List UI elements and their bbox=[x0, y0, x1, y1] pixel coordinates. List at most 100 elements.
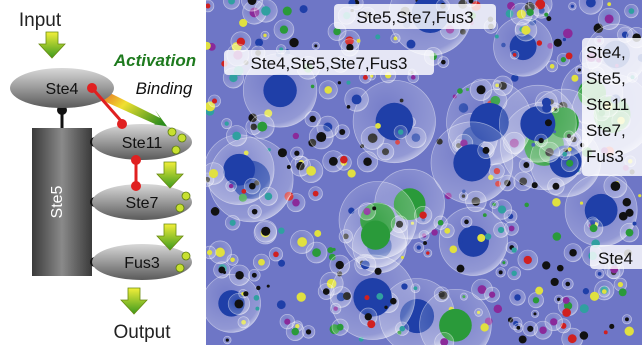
molecule bbox=[565, 282, 570, 287]
molecule bbox=[604, 330, 608, 334]
molecule bbox=[361, 220, 390, 249]
molecule bbox=[324, 86, 332, 94]
ste7-label: Ste7 bbox=[126, 195, 159, 212]
ste11-label: Ste11 bbox=[122, 135, 163, 152]
molecule bbox=[545, 119, 552, 126]
label-line: Ste4, bbox=[586, 43, 626, 62]
molecule bbox=[502, 261, 505, 264]
molecule bbox=[562, 152, 567, 157]
molecule bbox=[363, 75, 368, 80]
molecule bbox=[278, 148, 287, 157]
molecule bbox=[557, 265, 564, 272]
molecule bbox=[625, 317, 629, 321]
molecule bbox=[417, 246, 421, 250]
molecule bbox=[346, 44, 353, 51]
molecule bbox=[384, 306, 387, 309]
molecule bbox=[337, 324, 344, 331]
molecule bbox=[314, 44, 317, 47]
molecule bbox=[229, 184, 233, 188]
molecule bbox=[611, 181, 621, 191]
molecule bbox=[511, 271, 516, 276]
molecule bbox=[340, 156, 348, 164]
molecule bbox=[323, 288, 330, 295]
molecule bbox=[223, 271, 226, 274]
molecule bbox=[578, 68, 581, 71]
molecule bbox=[498, 227, 504, 233]
molecule bbox=[419, 211, 426, 218]
molecule bbox=[494, 305, 502, 313]
molecule bbox=[602, 289, 607, 294]
molecule bbox=[203, 42, 211, 50]
molecule bbox=[538, 138, 543, 143]
molecule bbox=[376, 293, 383, 300]
molecule bbox=[551, 278, 559, 286]
molecule bbox=[239, 19, 247, 27]
molecule bbox=[306, 329, 311, 334]
molecule bbox=[566, 53, 573, 60]
molecule bbox=[535, 287, 543, 295]
molecule bbox=[329, 157, 338, 166]
molecule bbox=[314, 230, 321, 237]
molecule bbox=[254, 295, 260, 301]
molecule bbox=[566, 160, 573, 167]
molecule bbox=[480, 323, 488, 331]
molecule bbox=[211, 207, 220, 216]
molecule bbox=[352, 95, 362, 105]
molecule bbox=[563, 29, 573, 39]
molecule bbox=[550, 64, 555, 69]
molecule bbox=[252, 209, 258, 215]
molecule bbox=[516, 326, 520, 330]
molecule bbox=[605, 14, 614, 23]
complex-label: Ste4,Ste5,Ste11Ste7,Fus3 bbox=[586, 43, 629, 166]
fus3-label: Fus3 bbox=[124, 255, 160, 272]
molecule bbox=[489, 292, 495, 298]
molecule bbox=[336, 261, 344, 269]
label-line: Ste5, bbox=[586, 69, 626, 88]
molecule bbox=[561, 57, 566, 62]
molecule bbox=[527, 326, 533, 332]
molecule bbox=[511, 247, 516, 252]
molecule bbox=[209, 169, 218, 178]
activation-label: Activation bbox=[113, 51, 196, 70]
molecule bbox=[401, 256, 404, 259]
molecule bbox=[498, 205, 506, 213]
molecule bbox=[258, 259, 265, 266]
molecule bbox=[226, 338, 229, 341]
molecule bbox=[509, 226, 515, 232]
molecule bbox=[364, 295, 369, 300]
molecule bbox=[346, 81, 350, 85]
molecule bbox=[312, 248, 321, 257]
molecule bbox=[306, 166, 316, 176]
molecule bbox=[580, 201, 583, 204]
molecule bbox=[580, 304, 589, 313]
molecule bbox=[289, 38, 298, 47]
molecule bbox=[626, 229, 634, 237]
molecule bbox=[623, 198, 631, 206]
molecule bbox=[316, 132, 326, 142]
input-label: Input bbox=[19, 10, 62, 31]
molecule bbox=[339, 129, 345, 135]
molecule bbox=[225, 122, 229, 126]
molecule bbox=[450, 246, 458, 254]
molecule bbox=[347, 105, 351, 109]
molecule bbox=[390, 298, 397, 305]
molecule bbox=[554, 39, 562, 47]
molecule bbox=[232, 132, 241, 141]
molecule bbox=[625, 326, 634, 335]
molecule bbox=[550, 318, 557, 325]
molecule bbox=[313, 191, 319, 197]
molecule bbox=[483, 213, 487, 217]
complex-label: Ste5,Ste7,Fus3 bbox=[356, 8, 473, 27]
molecule bbox=[235, 271, 244, 280]
molecule bbox=[438, 220, 444, 226]
molecule bbox=[230, 257, 235, 262]
ste4-label: Ste4 bbox=[46, 81, 79, 98]
molecule bbox=[252, 273, 257, 278]
molecule bbox=[568, 334, 577, 343]
molecule bbox=[243, 291, 248, 296]
signal-arrow bbox=[157, 162, 183, 188]
output-label: Output bbox=[113, 322, 171, 343]
molecule bbox=[609, 324, 614, 329]
molecule bbox=[283, 6, 292, 15]
molecule bbox=[372, 206, 376, 210]
